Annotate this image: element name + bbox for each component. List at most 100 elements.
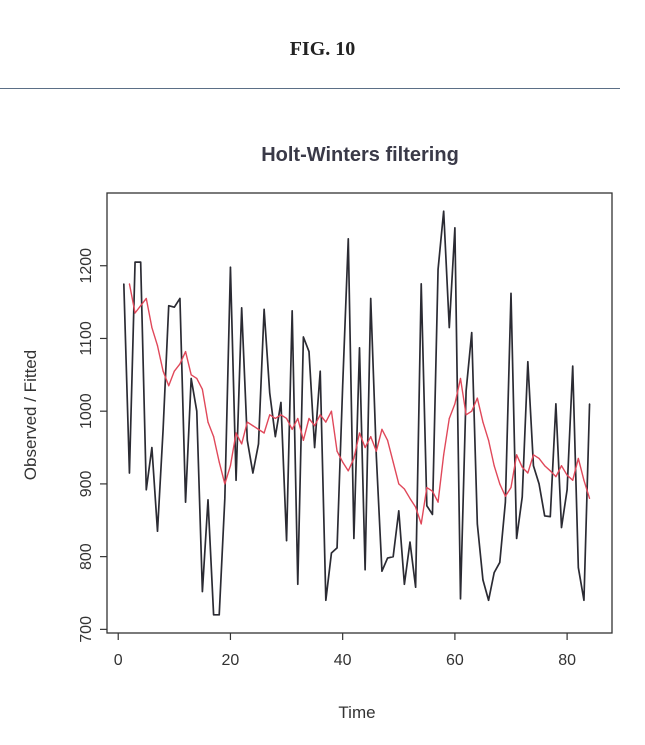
- fitted-point: [454, 403, 456, 405]
- fitted-point: [504, 495, 506, 497]
- fitted-point: [499, 483, 501, 485]
- observed-point: [392, 556, 394, 558]
- observed-point: [471, 332, 473, 334]
- y-tick-label: 1200: [78, 248, 95, 284]
- observed-point: [229, 266, 232, 268]
- observed-point: [336, 547, 338, 549]
- fitted-point: [588, 497, 591, 500]
- figure-label: FIG. 10: [289, 38, 356, 60]
- fitted-point: [297, 417, 299, 420]
- fitted-point: [566, 474, 568, 476]
- fitted-point: [426, 486, 428, 489]
- fitted-point: [330, 410, 333, 412]
- x-axis-label: Time: [338, 703, 375, 722]
- y-tick-label: 800: [78, 543, 95, 570]
- observed-point: [168, 305, 170, 307]
- observed-point: [151, 446, 153, 449]
- observed-point: [173, 306, 175, 308]
- observed-point: [224, 497, 226, 500]
- fitted-point: [241, 443, 243, 445]
- fitted-point: [443, 454, 445, 456]
- observed-point: [403, 583, 405, 585]
- fitted-point: [431, 490, 434, 492]
- fitted-point: [257, 428, 260, 430]
- fitted-point: [471, 410, 473, 412]
- fitted-point: [527, 472, 529, 474]
- observed-series-line: [122, 210, 591, 616]
- observed-point: [549, 516, 551, 518]
- fitted-point: [291, 428, 293, 430]
- observed-point: [465, 390, 467, 392]
- fitted-point: [538, 457, 540, 460]
- fitted-point: [437, 501, 439, 503]
- fitted-point: [319, 414, 321, 416]
- observed-point: [510, 292, 512, 294]
- observed-point: [527, 361, 529, 363]
- observed-point: [314, 446, 316, 449]
- fitted-point: [184, 350, 187, 353]
- fitted-point: [173, 370, 175, 372]
- fitted-point: [364, 446, 366, 449]
- observed-point: [241, 307, 243, 309]
- fitted-point: [190, 374, 192, 376]
- observed-point: [156, 530, 159, 532]
- observed-point: [415, 586, 417, 588]
- observed-point: [504, 501, 506, 503]
- observed-point: [364, 569, 366, 571]
- observed-point: [544, 515, 546, 517]
- fitted-point: [521, 466, 523, 468]
- fitted-point: [459, 377, 462, 380]
- observed-point: [532, 465, 535, 467]
- observed-point: [454, 227, 456, 229]
- observed-point: [302, 336, 304, 338]
- fitted-point: [577, 457, 579, 460]
- fitted-point: [358, 432, 361, 434]
- observed-point: [437, 268, 439, 270]
- observed-point: [347, 238, 349, 240]
- observed-point: [280, 401, 282, 404]
- fitted-point: [549, 470, 551, 472]
- x-tick-label: 60: [446, 652, 464, 669]
- fitted-point: [156, 345, 159, 347]
- observed-point: [252, 472, 254, 474]
- observed-point: [145, 489, 147, 491]
- observed-point: [330, 552, 333, 554]
- fitted-point: [386, 439, 389, 441]
- fitted-point: [375, 450, 377, 452]
- fitted-point: [314, 425, 316, 427]
- y-tick-label: 1100: [78, 321, 95, 356]
- observed-point: [476, 523, 478, 525]
- fitted-point: [246, 421, 248, 423]
- fitted-point: [420, 523, 422, 525]
- observed-point: [516, 537, 518, 540]
- fitted-point: [370, 436, 372, 438]
- observed-point: [190, 377, 192, 380]
- fitted-point: [308, 417, 310, 420]
- observed-point: [448, 326, 450, 329]
- observed-point: [566, 489, 568, 491]
- observed-point: [493, 572, 495, 574]
- separator-line: [0, 88, 620, 89]
- fitted-points: [128, 283, 591, 525]
- fitted-point: [196, 377, 198, 380]
- observed-point: [128, 472, 131, 474]
- fitted-point: [151, 326, 153, 329]
- observed-point: [196, 410, 198, 412]
- fitted-point: [516, 454, 518, 456]
- observed-point: [487, 599, 490, 601]
- fitted-point: [353, 457, 355, 460]
- x-axis: 0 20 40 60 80: [114, 633, 576, 669]
- fitted-point: [409, 497, 411, 500]
- observed-point: [409, 541, 411, 543]
- observed-point: [291, 310, 293, 312]
- observed-point: [426, 505, 428, 507]
- fitted-point: [487, 439, 490, 441]
- fitted-point: [140, 305, 142, 307]
- y-axis-label: Observed / Fitted: [21, 350, 40, 480]
- observed-point: [560, 526, 563, 529]
- fitted-point: [280, 414, 282, 416]
- chart-title: Holt-Winters filtering: [261, 144, 459, 166]
- observed-point: [140, 261, 142, 263]
- fitted-point: [398, 483, 400, 485]
- observed-point: [381, 570, 383, 572]
